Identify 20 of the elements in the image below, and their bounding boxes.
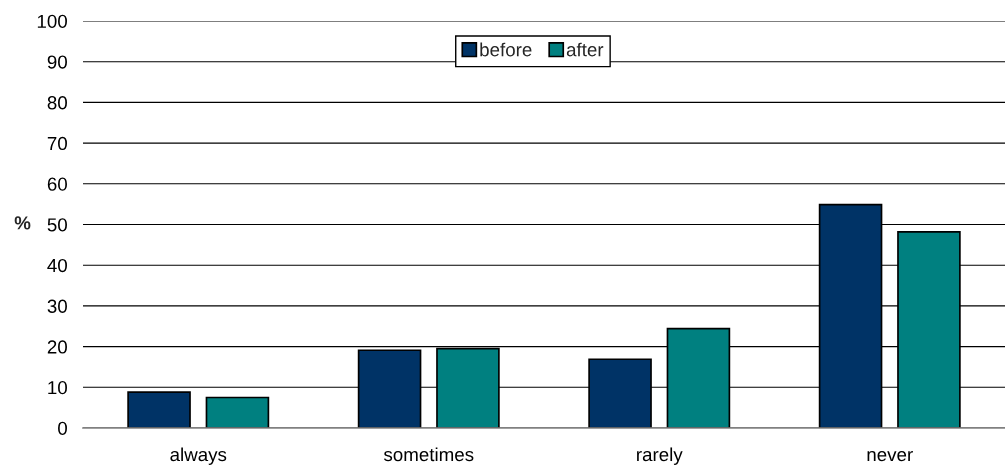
x-tick-label: rarely	[637, 447, 683, 465]
y-tick-label: 100	[37, 14, 67, 28]
x-tick-label: always	[170, 447, 227, 465]
y-tick-label: 50	[47, 218, 67, 232]
legend-label: after	[566, 42, 604, 57]
y-tick-label: 0	[58, 421, 67, 435]
y-tick-label: 80	[47, 96, 67, 110]
y-tick-label: 90	[47, 55, 67, 69]
x-tick-label: sometimes	[383, 447, 474, 462]
bar	[205, 396, 270, 428]
y-tick-label: 60	[47, 177, 67, 191]
bar	[127, 391, 191, 428]
y-tick-label: 10	[48, 381, 67, 395]
legend-label: before	[480, 42, 532, 57]
y-tick-label: 30	[47, 299, 67, 313]
y-axis-title: %	[14, 216, 31, 230]
y-tick-label: 40	[47, 258, 67, 273]
y-tick-label: 70	[47, 136, 67, 151]
y-tick-label: 20	[47, 340, 67, 354]
x-tick-label: never	[867, 450, 913, 462]
